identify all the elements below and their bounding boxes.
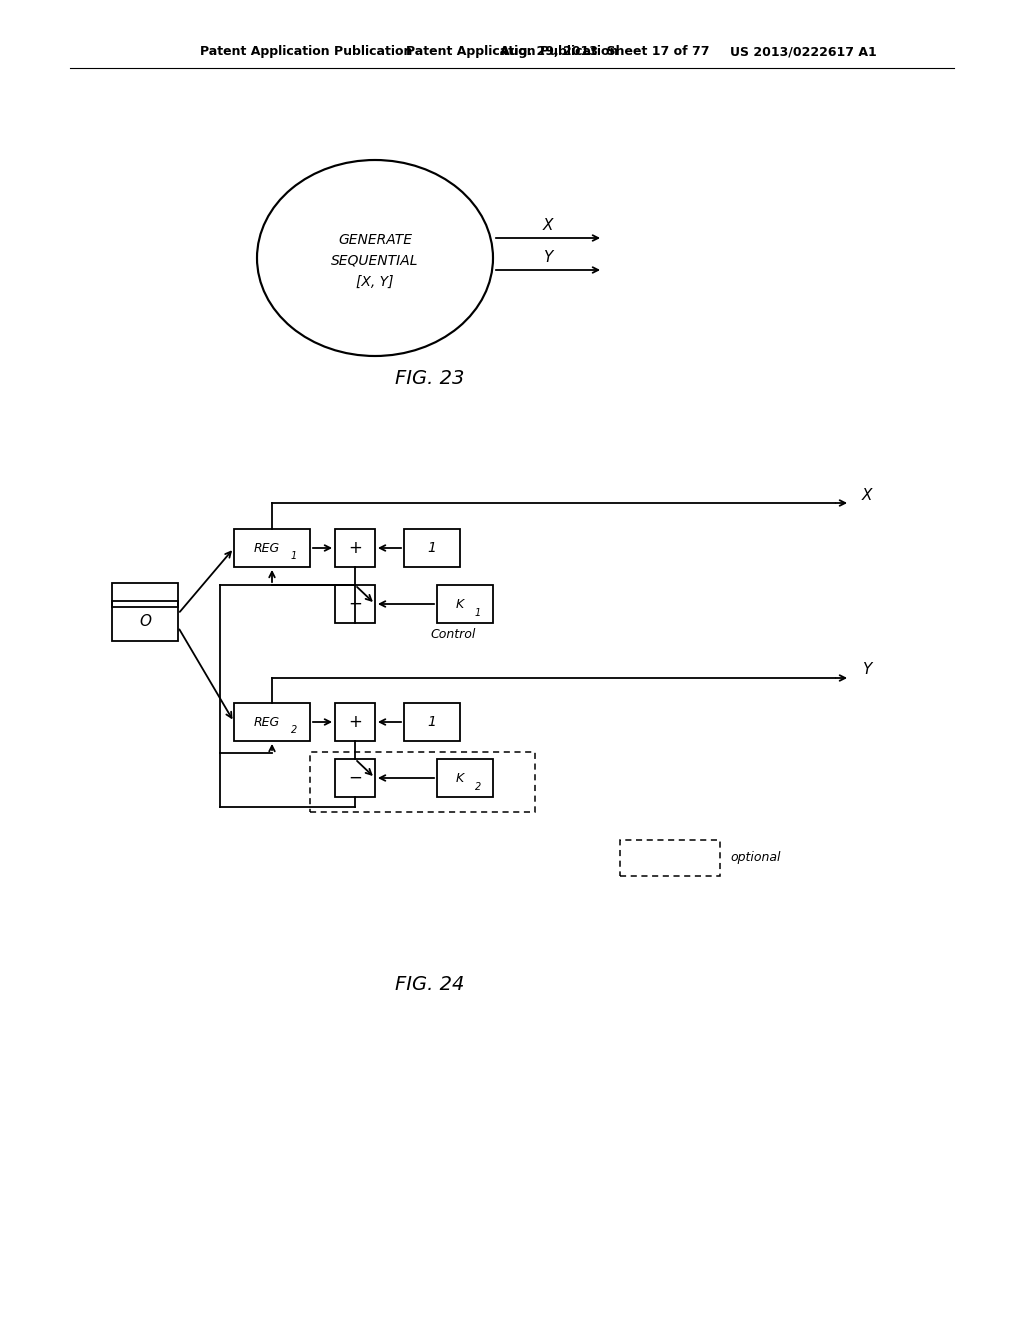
Bar	[620, 840, 720, 876]
Bar	[335, 704, 375, 741]
Bar	[234, 704, 310, 741]
Text: Y: Y	[544, 251, 553, 265]
Text: K: K	[456, 771, 464, 784]
Bar	[112, 583, 178, 607]
Text: Patent Application Publication: Patent Application Publication	[200, 45, 413, 58]
Bar	[310, 752, 535, 812]
Text: REG: REG	[254, 541, 280, 554]
Bar	[335, 585, 375, 623]
Bar	[335, 529, 375, 568]
Text: Y: Y	[862, 663, 871, 677]
Bar	[404, 529, 460, 568]
Text: FIG. 24: FIG. 24	[395, 975, 465, 994]
Text: REG: REG	[254, 715, 280, 729]
Text: FIG. 23: FIG. 23	[395, 368, 465, 388]
Text: 2: 2	[475, 781, 481, 792]
Text: +: +	[348, 713, 361, 731]
Text: 1: 1	[428, 715, 436, 729]
Text: Aug. 29, 2013  Sheet 17 of 77: Aug. 29, 2013 Sheet 17 of 77	[500, 45, 710, 58]
Text: 2: 2	[291, 725, 297, 735]
Text: 1: 1	[428, 541, 436, 554]
Text: Control: Control	[430, 628, 475, 642]
Text: GENERATE: GENERATE	[338, 234, 412, 247]
Text: X: X	[862, 487, 872, 503]
Bar	[112, 601, 178, 642]
Text: −: −	[348, 595, 361, 612]
Text: optional: optional	[730, 851, 780, 865]
Bar	[335, 759, 375, 797]
Text: K: K	[456, 598, 464, 610]
Bar	[437, 759, 493, 797]
Text: 1: 1	[291, 550, 297, 561]
Text: US 2013/0222617 A1: US 2013/0222617 A1	[730, 45, 877, 58]
Text: +: +	[348, 539, 361, 557]
Text: X: X	[543, 219, 553, 234]
Text: 1: 1	[475, 609, 481, 618]
Text: O: O	[139, 614, 151, 628]
Text: Patent Application Publication: Patent Application Publication	[406, 45, 618, 58]
Text: SEQUENTIAL: SEQUENTIAL	[331, 253, 419, 268]
Bar	[404, 704, 460, 741]
Bar	[437, 585, 493, 623]
Text: −: −	[348, 770, 361, 787]
Text: [X, Y]: [X, Y]	[356, 275, 394, 289]
Bar	[234, 529, 310, 568]
